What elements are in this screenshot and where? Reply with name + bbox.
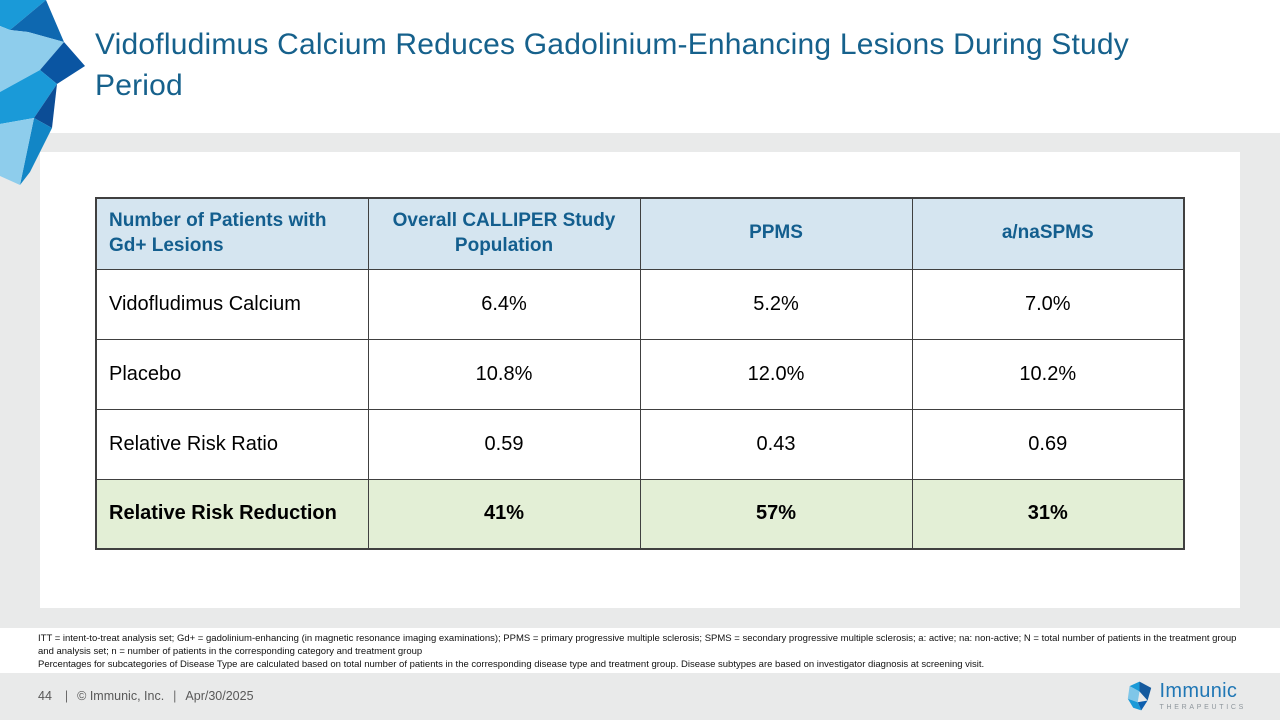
value-cell: 0.69 [911,408,1185,480]
value-cell: 0.59 [367,408,641,480]
logo-wordmark: Immunic [1159,679,1238,702]
value-cell: 6.4% [367,268,641,340]
table-row: Relative Risk Ratio 0.59 0.43 0.69 [95,408,1185,480]
immunic-diamond-logo-icon [0,0,85,185]
column-header-patients: Number of Patients with Gd+ Lesions [95,197,369,270]
column-header-anaspms: a/naSPMS [911,197,1185,270]
footer-band: 44 | © Immunic, Inc. | Apr/30/2025 Immun… [0,673,1280,720]
footnote-percentages: Percentages for subcategories of Disease… [38,659,985,670]
table-header-row: Number of Patients with Gd+ Lesions Over… [95,197,1185,270]
separator: | [64,689,69,703]
footnote-abbreviations: ITT = intent-to-treat analysis set; Gd+ … [38,633,1237,657]
value-cell: 7.0% [911,268,1185,340]
value-cell: 12.0% [639,338,913,410]
value-cell: 5.2% [639,268,913,340]
value-cell: 57% [639,478,913,550]
immunic-gem-icon [1127,681,1151,711]
row-label: Relative Risk Ratio [95,408,369,480]
row-label: Vidofludimus Calcium [95,268,369,340]
footer-date: Apr/30/2025 [185,689,254,703]
logo-text: Immunic THERAPEUTICS [1159,679,1246,712]
table-row: Vidofludimus Calcium 6.4% 5.2% 7.0% [95,268,1185,340]
footnote-band: ITT = intent-to-treat analysis set; Gd+ … [0,628,1280,673]
title-section: Vidofludimus Calcium Reduces Gadolinium-… [0,0,1280,133]
immunic-logo: Immunic THERAPEUTICS [1126,680,1246,712]
row-label: Relative Risk Reduction [95,478,369,550]
value-cell: 10.2% [911,338,1185,410]
table-row: Placebo 10.8% 12.0% 10.2% [95,338,1185,410]
value-cell: 41% [367,478,641,550]
row-label: Placebo [95,338,369,410]
copyright-text: © Immunic, Inc. [77,689,165,703]
logo-tagline: THERAPEUTICS [1159,703,1246,711]
column-header-ppms: PPMS [639,197,913,270]
footnotes: ITT = intent-to-treat analysis set; Gd+ … [38,632,1246,671]
page-number: 44 [38,689,52,703]
footer-meta: 44 | © Immunic, Inc. | Apr/30/2025 [38,689,254,703]
column-header-overall: Overall CALLIPER Study Population [367,197,641,270]
gd-lesions-table: Number of Patients with Gd+ Lesions Over… [95,197,1185,550]
value-cell: 0.43 [639,408,913,480]
value-cell: 10.8% [367,338,641,410]
value-cell: 31% [911,478,1185,550]
table-row-highlighted: Relative Risk Reduction 41% 57% 31% [95,478,1185,550]
slide-title: Vidofludimus Calcium Reduces Gadolinium-… [95,28,1129,102]
separator: | [173,689,177,703]
